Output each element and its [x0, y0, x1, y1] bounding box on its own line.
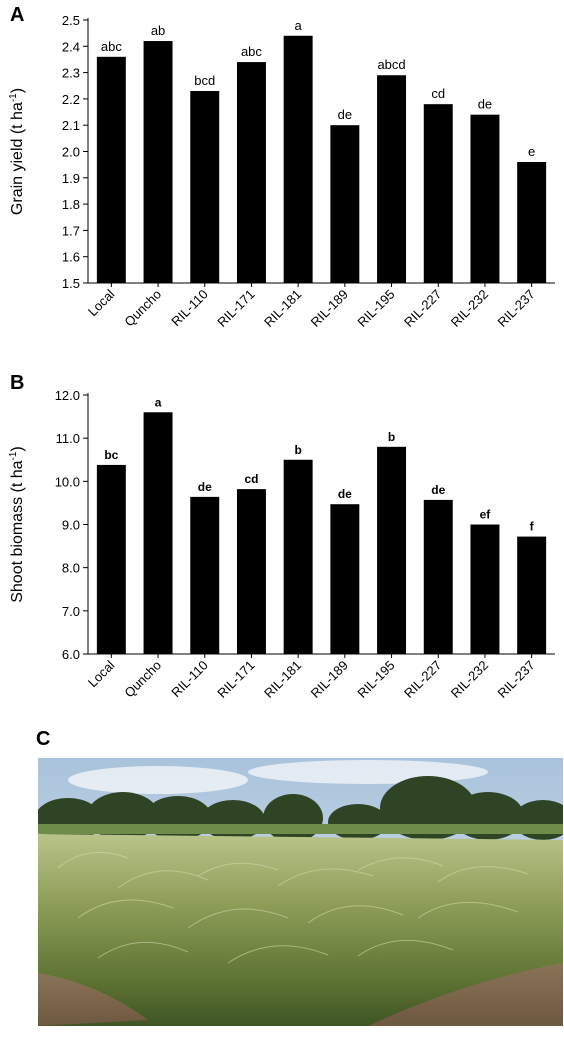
- y-tick-label: 2.2: [62, 92, 80, 107]
- bar-significance-label: de: [431, 483, 445, 497]
- bar-significance-label: ab: [151, 23, 165, 38]
- bar-significance-label: cd: [244, 472, 258, 486]
- category-label: RIL-227: [401, 658, 444, 701]
- y-tick-label: 10.0: [55, 474, 80, 489]
- bar-significance-label: abc: [241, 44, 262, 59]
- bar: [330, 504, 360, 654]
- panel-label-b: B: [10, 372, 25, 394]
- bar: [283, 459, 313, 654]
- category-label: RIL-227: [401, 287, 444, 330]
- y-tick-label: 1.6: [62, 250, 80, 265]
- bar: [377, 446, 407, 654]
- bar: [236, 62, 266, 283]
- shoot-biomass-chart: 6.0 7.0 8.0 9.0 10.0 11.0 12.0 Shoot biomass (t…: [8, 388, 555, 701]
- bar: [470, 114, 500, 284]
- panel-label-a: A: [10, 4, 25, 26]
- bar-significance-label: bcd: [194, 73, 215, 88]
- category-label: RIL-189: [308, 658, 351, 701]
- y-tick-label: 2.3: [62, 66, 80, 81]
- bar: [96, 464, 126, 654]
- category-label: RIL-110: [168, 287, 211, 330]
- bar-significance-label: e: [528, 144, 535, 159]
- category-label: Quncho: [121, 658, 164, 701]
- y-tick-label: 8.0: [62, 561, 80, 576]
- bar: [377, 75, 407, 283]
- bar-significance-label: f: [530, 520, 535, 534]
- bar-significance-label: cd: [431, 86, 445, 101]
- y-tick-label: 1.5: [62, 276, 80, 291]
- category-label: RIL-237: [494, 287, 537, 330]
- y-tick-label: 2.5: [62, 13, 80, 28]
- category-label: RIL-195: [354, 287, 397, 330]
- bar-significance-label: abcd: [377, 57, 405, 72]
- y-tick-label: 1.8: [62, 197, 80, 212]
- bar-significance-label: bc: [104, 448, 118, 462]
- category-label: Quncho: [121, 287, 164, 330]
- category-label: RIL-171: [214, 287, 257, 330]
- y-tick-label: 1.9: [62, 171, 80, 186]
- bar: [190, 91, 220, 283]
- category-label: RIL-181: [261, 658, 304, 701]
- y-axis-label: Shoot biomass (t ha-1): [8, 446, 26, 603]
- y-tick-label: 9.0: [62, 518, 80, 533]
- category-label: RIL-237: [494, 658, 537, 701]
- category-label: RIL-189: [308, 287, 351, 330]
- y-tick-label: 2.0: [62, 145, 80, 160]
- bar: [190, 496, 220, 654]
- bar-significance-label: ef: [480, 508, 492, 522]
- y-tick-label: 12.0: [55, 388, 80, 403]
- y-tick-label: 1.7: [62, 223, 80, 238]
- bar: [330, 125, 360, 283]
- y-tick-label: 2.1: [62, 118, 80, 133]
- category-label: Local: [85, 657, 118, 690]
- category-label: RIL-195: [354, 658, 397, 701]
- y-tick-label: 6.0: [62, 647, 80, 662]
- category-label: RIL-181: [261, 287, 304, 330]
- bar-significance-label: de: [478, 97, 492, 112]
- bar: [143, 41, 173, 283]
- field-photo: [38, 758, 563, 1026]
- grain-yield-chart: 1.5 1.6 1.7 1.8 1.9 2.0 2.1 2.2 2.3 2.4 2.5 Grain y…: [8, 13, 555, 330]
- category-label: Local: [85, 286, 118, 319]
- bar: [423, 104, 453, 283]
- y-axis-label: Grain yield (t ha-1): [8, 88, 26, 215]
- bar: [470, 524, 500, 654]
- bar: [423, 499, 453, 654]
- category-label: RIL-232: [448, 658, 491, 701]
- bar: [143, 412, 173, 654]
- category-label: RIL-110: [168, 658, 211, 701]
- y-tick-label: 7.0: [62, 604, 80, 619]
- bar-significance-label: de: [198, 480, 212, 494]
- bar-significance-label: de: [338, 487, 352, 501]
- y-tick-label: 2.4: [62, 39, 80, 54]
- bar-significance-label: a: [155, 395, 162, 409]
- bar-significance-label: a: [295, 18, 303, 33]
- bar: [517, 162, 547, 283]
- bar-significance-label: abc: [101, 39, 122, 54]
- bar: [517, 536, 547, 654]
- bar: [283, 35, 313, 283]
- panel-label-c: C: [36, 728, 51, 750]
- category-label: RIL-232: [448, 287, 491, 330]
- bar: [236, 489, 266, 654]
- bar-significance-label: de: [338, 107, 352, 122]
- bar-significance-label: b: [388, 430, 395, 444]
- category-label: RIL-171: [214, 658, 257, 701]
- y-tick-label: 11.0: [56, 431, 80, 446]
- bar: [96, 56, 126, 283]
- bar-significance-label: b: [294, 443, 301, 457]
